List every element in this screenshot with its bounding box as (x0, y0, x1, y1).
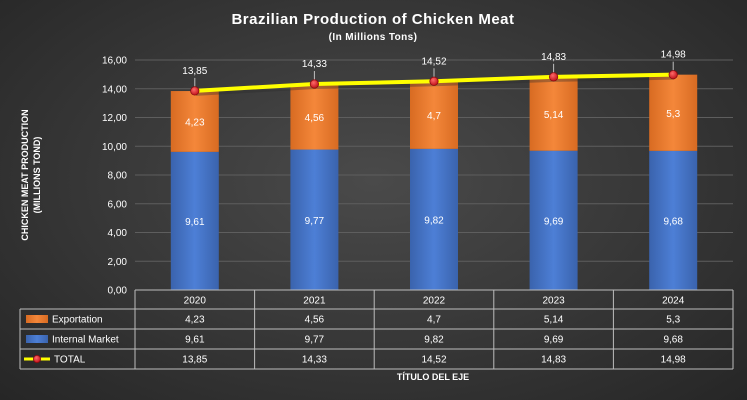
bar-internal-market-label: 9,77 (305, 216, 325, 227)
total-marker (668, 70, 678, 80)
table-cell: 5,14 (544, 315, 564, 326)
total-line: 13,85 14,33 14,52 14,83 14,98 (182, 50, 686, 96)
x-axis-label: TÍTULO DEL EJE (397, 372, 469, 382)
y-axis-label-units: (MILLIONS TOND) (32, 137, 42, 214)
y-tick-label: 6,00 (108, 199, 128, 210)
table-cell: 9,69 (544, 335, 564, 346)
table-cell: 4,7 (427, 315, 441, 326)
chart-title: Brazilian Production of Chicken Meat (231, 11, 514, 28)
bar-exportation-label: 5,3 (666, 109, 680, 120)
bar-exportation-label: 4,23 (185, 117, 205, 128)
total-label: 14,98 (661, 50, 686, 61)
legend-marker (33, 354, 42, 363)
y-tick-label: 14,00 (102, 84, 127, 95)
bar-exportation-label: 5,14 (544, 110, 564, 121)
bar-exportation (529, 76, 578, 151)
bar-internal-market (170, 151, 219, 290)
y-tick-label: 8,00 (108, 171, 128, 182)
x-tick-label: 2021 (303, 296, 326, 307)
bar-internal-market-label: 9,61 (185, 217, 205, 228)
x-tick-label: 2020 (184, 296, 207, 307)
table-cell: 5,3 (666, 315, 680, 326)
table-cell: 9,77 (305, 335, 325, 346)
x-tick-label: 2023 (542, 296, 565, 307)
bar-exportation (290, 84, 339, 150)
bar-internal-market (649, 150, 698, 290)
bar-internal-market (529, 150, 578, 290)
table-cell: 13,85 (182, 355, 207, 366)
legend-label: Internal Market (52, 335, 119, 346)
y-tick-label: 12,00 (102, 113, 127, 124)
total-label: 14,33 (302, 59, 327, 70)
table-cell: 9,61 (185, 335, 205, 346)
data-table: 2020 2021 2022 2023 2024 Exportation 4,23 4,56 4… (19, 289, 734, 370)
total-label: 14,83 (541, 52, 566, 63)
bar-internal-market-label: 9,68 (663, 216, 683, 227)
legend-swatch (26, 335, 48, 343)
table-cell: 14,83 (541, 355, 566, 366)
bar-exportation (170, 91, 219, 152)
x-tick-label: 2022 (423, 296, 446, 307)
legend-label: TOTAL (54, 355, 86, 366)
y-tick-label: 10,00 (102, 142, 127, 153)
total-marker (548, 72, 559, 82)
y-axis-ticks: 0,00 2,00 4,00 6,00 8,00 10,00 12,00 14,00 16,00 (102, 56, 127, 297)
bar-exportation-label: 4,7 (427, 111, 441, 122)
legend-label: Exportation (52, 315, 103, 326)
bars: 9,61 4,23 9,77 4,56 9,82 4,7 9,69 5,14 9,68 5,3 (170, 74, 698, 290)
bar-internal-market (410, 148, 458, 290)
table-cell: 9,82 (424, 335, 444, 346)
bar-exportation-label: 4,56 (305, 113, 325, 124)
y-tick-label: 4,00 (108, 228, 128, 239)
bar-internal-market-label: 9,69 (544, 216, 564, 227)
x-tick-label: 2024 (662, 296, 685, 307)
table-cell: 14,98 (661, 355, 686, 366)
bar-exportation (410, 81, 458, 149)
bar-internal-market (290, 149, 339, 290)
table-cell: 14,52 (421, 355, 446, 366)
total-label: 13,85 (182, 66, 207, 77)
total-marker (429, 76, 439, 86)
table-cell: 9,68 (663, 335, 683, 346)
bar-exportation (649, 74, 698, 151)
total-label: 14,52 (421, 56, 446, 67)
total-marker (309, 79, 319, 89)
table-cell: 4,56 (305, 315, 325, 326)
chart-subtitle: (In Millions Tons) (329, 32, 418, 43)
y-axis-label: CHICKEN MEAT PRODUCTION (20, 109, 30, 240)
bar-internal-market-label: 9,82 (424, 215, 444, 226)
table-cell: 14,33 (302, 355, 327, 366)
y-tick-label: 2,00 (108, 257, 128, 268)
y-tick-label: 0,00 (108, 286, 128, 297)
table-cell: 4,23 (185, 315, 205, 326)
total-marker (190, 86, 200, 96)
legend-swatch (26, 315, 48, 323)
y-tick-label: 16,00 (102, 56, 127, 67)
